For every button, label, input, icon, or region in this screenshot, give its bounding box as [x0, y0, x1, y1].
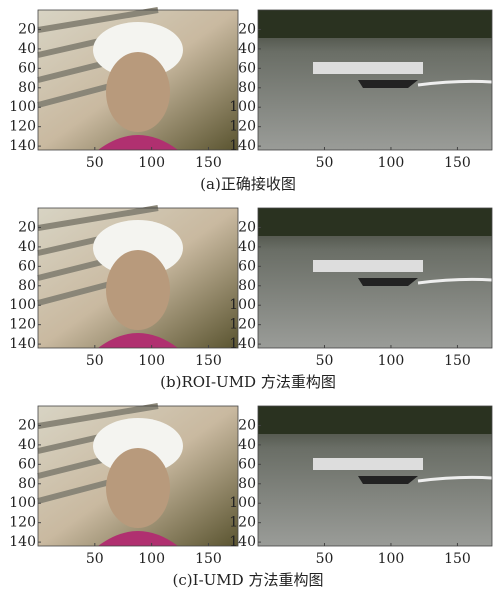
y-tick-label: 20: [238, 417, 256, 433]
y-tick-label: 140: [9, 138, 36, 154]
y-tick-label: 40: [238, 437, 256, 453]
image: [258, 10, 492, 150]
y-tick-label: 100: [229, 297, 256, 313]
x-tick-label: 150: [195, 551, 222, 567]
y-tick-label: 100: [229, 495, 256, 511]
x-tick-label: 100: [378, 155, 405, 171]
y-tick-label: 100: [9, 99, 36, 115]
y-tick-label: 140: [9, 534, 36, 550]
y-tick-label: 20: [238, 219, 256, 235]
y-tick-label: 80: [238, 278, 256, 294]
y-tick-label: 60: [18, 60, 36, 76]
y-tick-label: 60: [238, 60, 256, 76]
y-tick-label: 80: [238, 476, 256, 492]
x-tick-label: 100: [138, 551, 165, 567]
y-tick-label: 120: [9, 119, 36, 135]
y-tick-label: 120: [229, 317, 256, 333]
caption: (a)正确接收图: [200, 175, 296, 193]
y-tick-label: 140: [229, 534, 256, 550]
y-tick-label: 40: [18, 239, 36, 255]
y-tick-label: 40: [18, 437, 36, 453]
x-tick-label: 100: [378, 551, 405, 567]
caption: (c)I-UMD 方法重构图: [173, 571, 324, 589]
y-tick-label: 120: [9, 317, 36, 333]
y-tick-label: 140: [229, 138, 256, 154]
y-tick-label: 20: [238, 21, 256, 37]
y-tick-label: 20: [18, 219, 36, 235]
x-tick-label: 50: [316, 353, 334, 369]
y-tick-label: 100: [9, 297, 36, 313]
x-tick-label: 150: [195, 155, 222, 171]
x-tick-label: 150: [444, 353, 471, 369]
image: [258, 208, 492, 348]
x-tick-label: 100: [138, 155, 165, 171]
image: [38, 406, 238, 546]
y-tick-label: 60: [18, 258, 36, 274]
image: [38, 10, 238, 150]
y-tick-label: 20: [18, 21, 36, 37]
y-tick-label: 60: [18, 456, 36, 472]
y-tick-label: 80: [18, 80, 36, 96]
x-tick-label: 50: [316, 551, 334, 567]
x-tick-label: 100: [378, 353, 405, 369]
y-tick-label: 20: [18, 417, 36, 433]
y-tick-label: 120: [9, 515, 36, 531]
x-tick-label: 100: [138, 353, 165, 369]
y-tick-label: 80: [238, 80, 256, 96]
caption: (b)ROI-UMD 方法重构图: [160, 373, 336, 391]
x-tick-label: 50: [86, 353, 104, 369]
x-tick-label: 50: [316, 155, 334, 171]
y-tick-label: 140: [229, 336, 256, 352]
y-tick-label: 120: [229, 119, 256, 135]
y-tick-label: 60: [238, 456, 256, 472]
y-tick-label: 100: [9, 495, 36, 511]
y-tick-label: 40: [238, 239, 256, 255]
x-tick-label: 50: [86, 155, 104, 171]
y-tick-label: 40: [238, 41, 256, 57]
y-tick-label: 40: [18, 41, 36, 57]
y-tick-label: 80: [18, 476, 36, 492]
y-tick-label: 140: [9, 336, 36, 352]
image: [258, 406, 492, 546]
y-tick-label: 80: [18, 278, 36, 294]
x-tick-label: 150: [444, 551, 471, 567]
y-tick-label: 60: [238, 258, 256, 274]
x-tick-label: 50: [86, 551, 104, 567]
y-tick-label: 120: [229, 515, 256, 531]
y-tick-label: 100: [229, 99, 256, 115]
figure: 20 40 60 80 100 120 140 50 100 150 20 40 60 80 100 120 1…: [0, 0, 496, 597]
image: [38, 208, 238, 348]
x-tick-label: 150: [195, 353, 222, 369]
x-tick-label: 150: [444, 155, 471, 171]
